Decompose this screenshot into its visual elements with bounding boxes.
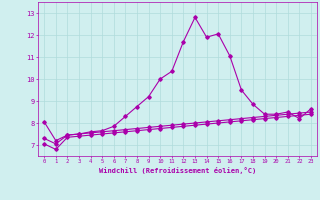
X-axis label: Windchill (Refroidissement éolien,°C): Windchill (Refroidissement éolien,°C) <box>99 167 256 174</box>
